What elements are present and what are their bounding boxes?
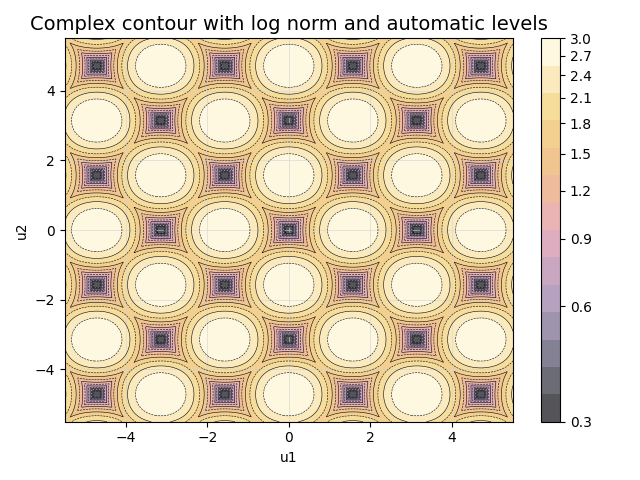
- Point: [284, 226, 294, 234]
- Point: [284, 226, 294, 234]
- Y-axis label: u2: u2: [15, 221, 29, 239]
- Point: [284, 226, 294, 234]
- Point: [284, 226, 294, 234]
- Point: [284, 226, 294, 234]
- Point: [284, 226, 294, 234]
- Point: [284, 226, 294, 234]
- Title: Complex contour with log norm and automatic levels: Complex contour with log norm and automa…: [30, 15, 548, 34]
- Point: [284, 226, 294, 234]
- Point: [284, 226, 294, 234]
- Point: [284, 226, 294, 234]
- Point: [284, 226, 294, 234]
- Point: [284, 226, 294, 234]
- X-axis label: u1: u1: [280, 451, 298, 465]
- Point: [284, 226, 294, 234]
- Point: [284, 226, 294, 234]
- Point: [284, 226, 294, 234]
